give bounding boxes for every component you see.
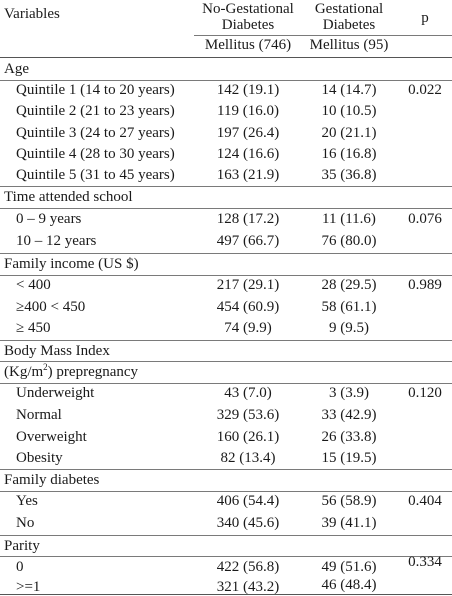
row-label: Normal: [16, 407, 62, 423]
rule-parity: [0, 556, 452, 557]
cell-gdm: 26 (33.8): [321, 429, 377, 445]
cell-gdm: 76 (80.0): [321, 233, 377, 249]
cell-no-gdm: 124 (16.6): [216, 146, 280, 162]
cell-no-gdm: 454 (60.9): [216, 299, 280, 315]
bmi-subtitle-sup: 2: [43, 362, 48, 372]
cell-p-parity: 0.334: [408, 554, 442, 570]
header-gdm-line1: Gestational: [314, 1, 384, 17]
rule-income: [0, 275, 452, 276]
rule-parity-top: [0, 535, 452, 536]
row-label: Quintile 2 (21 to 23 years): [16, 103, 175, 119]
cell-no-gdm: 142 (19.1): [216, 82, 280, 98]
cell-p-income: 0.989: [408, 277, 442, 293]
rule-bmi-top: [0, 340, 452, 341]
cell-gdm: 33 (42.9): [321, 407, 377, 423]
section-title-school: Time attended school: [4, 189, 133, 205]
cell-gdm: 20 (21.1): [321, 125, 377, 141]
bmi-subtitle-pre: (Kg/m: [4, 364, 44, 380]
header-gdm-line2: Diabetes: [322, 17, 376, 33]
cell-gdm: 56 (58.9): [321, 493, 377, 509]
cell-gdm: 3 (3.9): [329, 385, 369, 401]
rule-school-top: [0, 186, 452, 187]
cell-gdm: 28 (29.5): [321, 277, 377, 293]
section-title-parity: Parity: [4, 538, 40, 554]
row-label: Obesity: [16, 450, 63, 466]
cell-gdm: 49 (51.6): [321, 559, 377, 575]
rule-age: [0, 80, 452, 81]
cell-no-gdm: 74 (9.9): [224, 320, 272, 336]
cell-no-gdm: 329 (53.6): [216, 407, 280, 423]
cell-gdm: 14 (14.7): [321, 82, 377, 98]
table-bottom-rule: [0, 594, 452, 595]
cell-no-gdm: 197 (26.4): [216, 125, 280, 141]
cell-gdm: 58 (61.1): [321, 299, 377, 315]
bmi-subtitle-post: ) prepregnancy: [47, 364, 139, 380]
cell-gdm: 11 (11.6): [322, 211, 376, 227]
section-title-income: Family income (US $): [4, 256, 139, 272]
row-label: Overweight: [16, 429, 87, 445]
cell-gdm: 39 (41.1): [321, 515, 377, 531]
rule-bmi: [0, 383, 452, 384]
row-label: >=1: [16, 579, 41, 595]
row-label: Yes: [16, 493, 38, 509]
cell-no-gdm: 217 (29.1): [216, 277, 280, 293]
section-subtitle-bmi: (Kg/m2) prepregnancy: [4, 363, 138, 381]
cell-p-school: 0.076: [408, 211, 442, 227]
cell-p-bmi: 0.120: [408, 385, 442, 401]
cell-no-gdm: 82 (13.4): [220, 450, 276, 466]
cell-gdm: 9 (9.5): [329, 320, 369, 336]
cell-no-gdm: 119 (16.0): [217, 103, 279, 119]
cell-no-gdm: 163 (21.9): [216, 167, 280, 183]
cell-no-gdm: 340 (45.6): [216, 515, 280, 531]
row-label: ≥400 < 450: [16, 299, 86, 315]
row-label: Quintile 3 (24 to 27 years): [16, 125, 175, 141]
cell-p-family: 0.404: [408, 493, 442, 509]
rule-family: [0, 491, 452, 492]
row-label: < 400: [16, 277, 51, 293]
section-title-family-diabetes: Family diabetes: [4, 472, 100, 488]
cell-no-gdm: 422 (56.8): [216, 559, 280, 575]
cell-gdm: 46 (48.4): [321, 577, 377, 593]
header-variables: Variables: [4, 6, 60, 22]
cell-no-gdm: 128 (17.2): [216, 211, 280, 227]
cell-no-gdm: 406 (54.4): [216, 493, 280, 509]
header-p: p: [421, 10, 429, 26]
rule-bmi-mid: [0, 361, 452, 362]
cell-gdm: 15 (19.5): [321, 450, 377, 466]
cell-no-gdm: 160 (26.1): [216, 429, 280, 445]
row-label: 10 – 12 years: [16, 233, 97, 249]
row-label: No: [16, 515, 35, 531]
rule-income-top: [0, 253, 452, 254]
cell-p-age: 0.022: [408, 82, 442, 98]
row-label: Quintile 4 (28 to 30 years): [16, 146, 175, 162]
section-title-bmi: Body Mass Index: [4, 343, 110, 359]
header-subrule: [194, 35, 452, 36]
row-label: Quintile 5 (31 to 45 years): [16, 167, 175, 183]
rule-family-top: [0, 469, 452, 470]
cell-no-gdm: 497 (66.7): [216, 233, 280, 249]
cell-no-gdm: 321 (43.2): [216, 579, 280, 595]
row-label: 0 – 9 years: [16, 211, 82, 227]
cell-gdm: 16 (16.8): [321, 146, 377, 162]
row-label: Quintile 1 (14 to 20 years): [16, 82, 175, 98]
cell-no-gdm: 43 (7.0): [224, 385, 272, 401]
cell-gdm: 35 (36.8): [321, 167, 377, 183]
header-no-gdm-n: Mellitus (746): [204, 37, 292, 53]
row-label: Underweight: [16, 385, 95, 401]
header-gdm-n: Mellitus (95): [309, 37, 389, 53]
header-no-gdm-line2: Diabetes: [221, 17, 275, 33]
row-label: ≥ 450: [16, 320, 51, 336]
cell-gdm: 10 (10.5): [321, 103, 377, 119]
row-label: 0: [16, 559, 24, 575]
header-bottom-rule: [0, 57, 452, 58]
rule-school: [0, 208, 452, 209]
section-title-age: Age: [4, 61, 29, 77]
header-no-gdm-line1: No-Gestational: [202, 1, 294, 17]
